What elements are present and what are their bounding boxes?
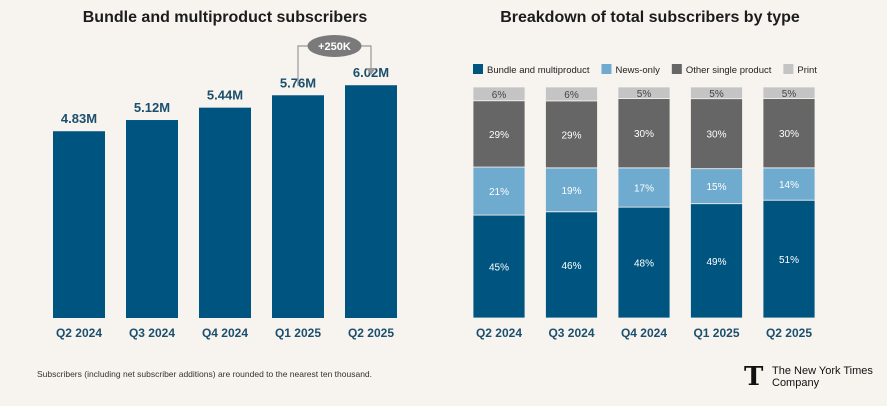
x-tick-label: Q2 2024 <box>476 326 522 340</box>
bar-value-label: 4.83M <box>61 111 97 126</box>
segment-value-label: 29% <box>561 130 581 141</box>
bar-value-label: 5.12M <box>134 100 170 115</box>
x-tick-label: Q3 2024 <box>129 326 175 340</box>
segment-value-label: 30% <box>634 129 654 140</box>
legend-swatch-4 <box>783 64 794 74</box>
legend-label: Bundle and multiproduct <box>487 65 590 76</box>
segment-value-label: 30% <box>706 130 726 141</box>
segment-value-label: 6% <box>492 90 507 101</box>
annotation-connector-right <box>361 45 372 70</box>
segment-value-label: 29% <box>489 130 509 141</box>
bar-4 <box>272 95 324 318</box>
bar-value-label: 5.44M <box>207 88 243 103</box>
annotation-connector-left <box>297 45 308 86</box>
stack-segment-2 <box>690 168 743 205</box>
brand-name: The New York Times Company <box>772 365 873 389</box>
stack-segment-3 <box>545 100 598 169</box>
stack-segment-2 <box>472 166 526 216</box>
legend-label: Print <box>797 65 817 76</box>
legend-label: News-only <box>615 65 660 76</box>
legend-swatch-3 <box>671 64 682 74</box>
annotation-pill <box>307 35 362 57</box>
segment-value-label: 19% <box>561 186 581 197</box>
x-tick-label: Q2 2025 <box>348 326 394 340</box>
x-tick-label: Q1 2025 <box>693 326 739 340</box>
legend-swatch-2 <box>601 64 612 74</box>
stack-segment-1 <box>762 199 816 319</box>
stacked-chart-title: Breakdown of total subscribers by type <box>500 9 800 26</box>
stack-segment-1 <box>545 211 598 319</box>
segment-value-label: 49% <box>706 257 726 268</box>
bar-chart-title: Bundle and multiproduct subscribers <box>82 9 368 26</box>
footnote: Subscribers (including net subscriber ad… <box>37 369 373 379</box>
segment-value-label: 17% <box>634 183 654 194</box>
segment-value-label: 5% <box>637 89 652 100</box>
bar-1 <box>53 131 105 318</box>
stack-segment-4 <box>545 86 598 102</box>
brand-name-line-2: Company <box>772 377 820 389</box>
segment-value-label: 30% <box>779 129 799 140</box>
segment-value-label: 45% <box>489 263 509 274</box>
segment-value-label: 6% <box>564 90 579 101</box>
stack-segment-3 <box>690 98 743 170</box>
stack-segment-3 <box>762 98 816 169</box>
segment-value-label: 21% <box>489 187 509 198</box>
x-tick-label: Q1 2025 <box>275 326 321 340</box>
stack-segment-1 <box>472 214 526 319</box>
stack-segment-3 <box>617 98 671 169</box>
segment-value-label: 51% <box>779 255 799 266</box>
stack-segment-4 <box>762 86 816 99</box>
segment-value-label: 15% <box>706 182 726 193</box>
stack-segment-1 <box>617 206 671 319</box>
nyt-company-logo: T The New York Times Company <box>744 364 873 390</box>
segment-value-label: 48% <box>634 259 654 270</box>
nyt-t-logo-icon: T <box>744 362 764 392</box>
stack-segment-4 <box>617 86 671 99</box>
stack-segment-2 <box>617 167 671 208</box>
segment-value-label: 5% <box>782 89 797 100</box>
annotation-arrow-icon <box>366 68 376 75</box>
segment-value-label: 46% <box>561 261 581 272</box>
x-tick-label: Q4 2024 <box>621 326 667 340</box>
x-tick-label: Q2 2025 <box>766 326 812 340</box>
brand-name-line-1: The New York Times <box>772 365 873 377</box>
bar-2 <box>126 120 178 318</box>
stack-segment-4 <box>472 86 526 102</box>
segment-value-label: 5% <box>709 89 724 100</box>
stack-segment-3 <box>472 100 526 168</box>
x-tick-label: Q4 2024 <box>202 326 248 340</box>
stack-segment-1 <box>690 203 743 319</box>
stack-segment-2 <box>762 167 816 201</box>
segment-value-label: 14% <box>779 180 799 191</box>
x-tick-label: Q2 2024 <box>56 326 102 340</box>
annotation-label: +250K <box>318 41 351 53</box>
bar-5 <box>345 85 397 318</box>
bar-3 <box>199 107 251 318</box>
stack-segment-4 <box>690 86 743 100</box>
stack-segment-2 <box>545 167 598 213</box>
legend-swatch-1 <box>473 64 483 74</box>
legend-label: Other single product <box>686 65 772 76</box>
x-tick-label: Q3 2024 <box>548 326 594 340</box>
